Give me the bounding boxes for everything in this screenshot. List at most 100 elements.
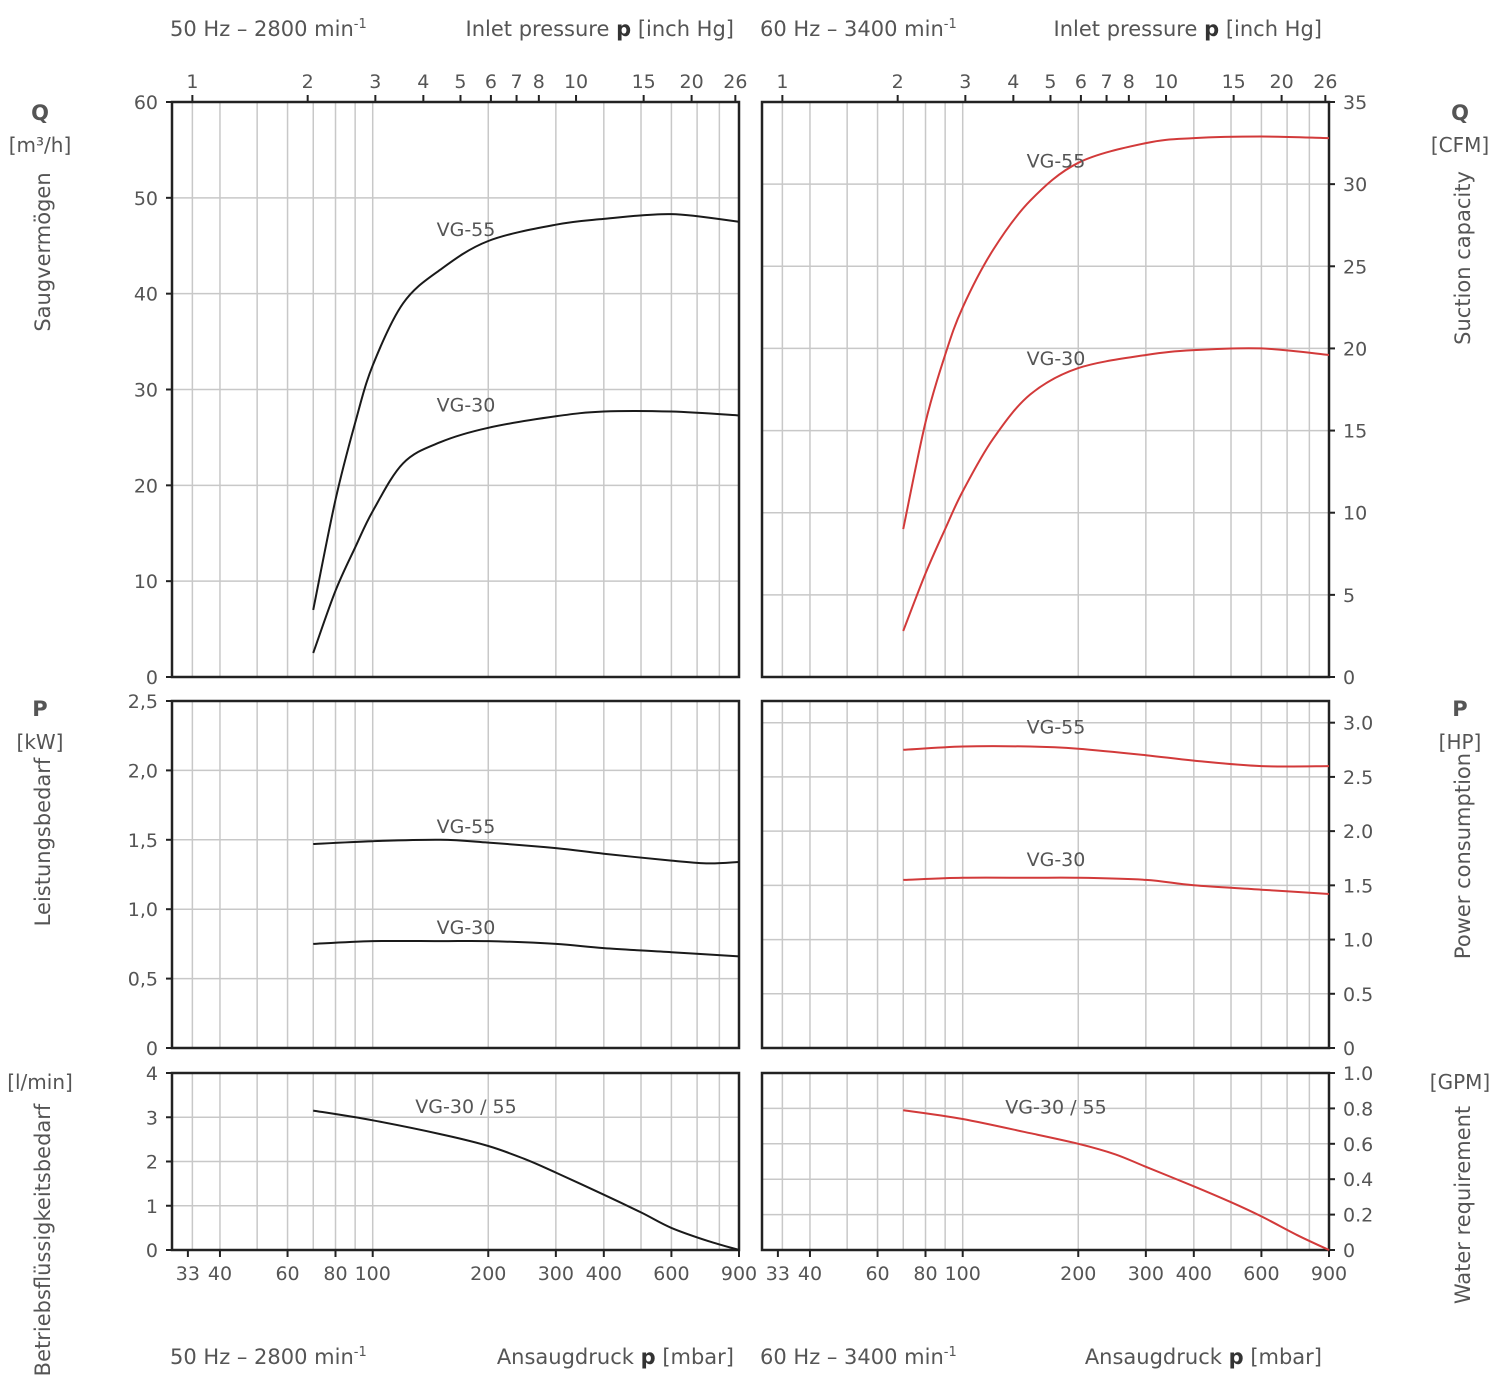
x-bottom-tick-label: 33 xyxy=(766,1263,790,1285)
series-line-vg-30 xyxy=(903,876,1330,895)
y-tick-label: 35 xyxy=(1343,92,1367,114)
x-bottom-tick-label: 600 xyxy=(653,1263,689,1285)
x-top-tick-label: 10 xyxy=(564,71,588,93)
y-tick-label: 40 xyxy=(134,284,158,306)
header-left-inlet-pressure: Inlet pressure p [inch Hg] xyxy=(466,17,734,41)
right-q-axis-title: Suction capacity xyxy=(1451,171,1475,345)
panel-power-50hz: 0 0,5 1,0 1,5 2,0 2,5 VG-55 VG-30 xyxy=(128,691,741,1060)
panel-frame xyxy=(170,699,741,1050)
left-q-axis-title: Saugvermögen xyxy=(31,172,55,331)
panel-frame xyxy=(760,1071,1331,1252)
footer-left-frequency: 50 Hz – 2800 min-1 xyxy=(170,1345,367,1369)
right-q-symbol: Q xyxy=(1451,101,1469,125)
x-bottom-tick-label: 400 xyxy=(586,1263,622,1285)
series-label: VG-30 xyxy=(437,395,496,417)
series-line-vg-30 xyxy=(312,409,740,654)
y-tick-label: 0.8 xyxy=(1343,1098,1373,1120)
y-tick-label: 0 xyxy=(1343,667,1355,689)
x-top-tick-label: 10 xyxy=(1154,71,1178,93)
x-bottom-tick-label: 100 xyxy=(355,1263,391,1285)
x-bottom-tick-label: 300 xyxy=(538,1263,574,1285)
y-tick-label: 0.6 xyxy=(1343,1134,1373,1156)
x-bottom-tick-label: 200 xyxy=(1060,1263,1096,1285)
x-top-tick-label: 5 xyxy=(1044,71,1056,93)
x-top-tick-label: 26 xyxy=(723,71,747,93)
y-tick-label: 30 xyxy=(1343,174,1367,196)
right-p-unit: [HP] xyxy=(1439,730,1482,754)
y-tick-label: 2.0 xyxy=(1343,821,1373,843)
x-bottom-tick-label: 40 xyxy=(208,1263,232,1285)
x-top-tick-label: 6 xyxy=(485,71,497,93)
x-bottom-tick-label: 60 xyxy=(275,1263,299,1285)
series-label: VG-30 xyxy=(1027,849,1086,871)
x-top-tick-label: 1 xyxy=(186,71,198,93)
series-label: VG-55 xyxy=(1027,717,1086,739)
header-left-frequency: 50 Hz – 2800 min-1 xyxy=(170,17,367,41)
x-bottom-tick-label: 100 xyxy=(945,1263,981,1285)
y-tick-label: 0 xyxy=(146,667,158,689)
x-bottom-tick-label: 80 xyxy=(323,1263,347,1285)
x-bottom-tick-label: 900 xyxy=(721,1263,757,1285)
x-top-tick-label: 2 xyxy=(302,71,314,93)
y-tick-label: 0.4 xyxy=(1343,1169,1373,1191)
y-tick-label: 2,5 xyxy=(128,691,158,713)
series-line-vg-30-55 xyxy=(313,1109,740,1251)
panel-frame xyxy=(760,100,1331,679)
x-bottom-tick-label: 200 xyxy=(470,1263,506,1285)
series-line-vg-55 xyxy=(902,135,1330,530)
y-tick-label: 2,0 xyxy=(128,760,158,782)
x-bottom-tick-label: 600 xyxy=(1243,1263,1279,1285)
left-p-symbol: P xyxy=(32,697,47,721)
x-top-tick-label: 15 xyxy=(632,71,656,93)
x-bottom-tick-label: 400 xyxy=(1176,1263,1212,1285)
y-tick-label: 0 xyxy=(1343,1240,1355,1262)
panel-frame xyxy=(170,100,741,679)
x-top-tick-label: 8 xyxy=(1123,71,1135,93)
y-tick-label: 1.0 xyxy=(1343,1063,1373,1085)
footer-right-ansaugdruck: Ansaugdruck p [mbar] xyxy=(1085,1345,1322,1369)
y-tick-label: 1 xyxy=(146,1196,158,1218)
panel-water-50hz: 0 1 2 3 4 33 40 60 80 100 200 300 400 600 900 VG-30 / 5… xyxy=(146,1063,757,1285)
x-top-tick-label: 6 xyxy=(1075,71,1087,93)
right-p-symbol: P xyxy=(1452,697,1467,721)
x-top-tick-label: 8 xyxy=(533,71,545,93)
x-top-tick-label: 20 xyxy=(1270,71,1294,93)
y-tick-label: 25 xyxy=(1343,256,1367,278)
panel-suction-50hz: 0 10 20 30 40 50 60 1 2 3 4 5 6 7 8 10 15 20 26 VG-55 VG-30 xyxy=(134,71,748,689)
y-tick-label: 20 xyxy=(1343,338,1367,360)
y-tick-label: 15 xyxy=(1343,421,1367,443)
y-tick-label: 3 xyxy=(146,1107,158,1129)
left-w-axis-title: Betriebsflüssigkeitsbedarf xyxy=(31,1103,55,1376)
y-tick-label: 60 xyxy=(134,92,158,114)
x-top-tick-label: 3 xyxy=(369,71,381,93)
x-top-tick-label: 3 xyxy=(959,71,971,93)
footer-left-ansaugdruck: Ansaugdruck p [mbar] xyxy=(497,1345,734,1369)
y-tick-label: 20 xyxy=(134,475,158,497)
y-tick-label: 1,5 xyxy=(128,830,158,852)
y-tick-label: 2 xyxy=(146,1152,158,1174)
right-q-unit: [CFM] xyxy=(1431,133,1489,157)
x-top-tick-label: 7 xyxy=(511,71,523,93)
series-line-vg-55 xyxy=(312,213,740,611)
y-tick-label: 3.0 xyxy=(1343,713,1373,735)
x-bottom-tick-label: 40 xyxy=(798,1263,822,1285)
y-tick-label: 10 xyxy=(134,571,158,593)
panel-power-60hz: 0 0.5 1.0 1.5 2.0 2.5 3.0 VG-55 VG-30 xyxy=(760,699,1373,1060)
series-line-vg-55 xyxy=(313,838,740,865)
series-line-vg-55 xyxy=(903,745,1330,768)
y-tick-label: 0,5 xyxy=(128,969,158,991)
x-top-tick-label: 26 xyxy=(1313,71,1337,93)
series-label: VG-30 / 55 xyxy=(1005,1097,1106,1119)
y-tick-label: 5 xyxy=(1343,585,1355,607)
series-label: VG-30 xyxy=(1027,348,1086,370)
series-label: VG-55 xyxy=(437,219,496,241)
series-label: VG-30 / 55 xyxy=(415,1096,516,1118)
series-label: VG-55 xyxy=(437,816,496,838)
header-right-inlet-pressure: Inlet pressure p [inch Hg] xyxy=(1054,17,1322,41)
y-tick-label: 10 xyxy=(1343,503,1367,525)
series-line-vg-30-55 xyxy=(903,1109,1330,1251)
x-top-tick-label: 2 xyxy=(892,71,904,93)
x-top-tick-label: 20 xyxy=(680,71,704,93)
x-top-tick-label: 1 xyxy=(776,71,788,93)
